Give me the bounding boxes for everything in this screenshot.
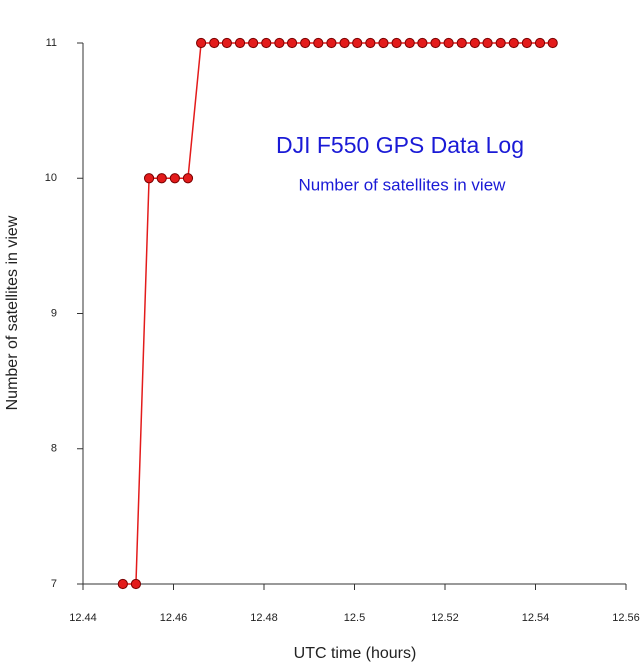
data-point — [417, 37, 428, 49]
x-tick-label: 12.5 — [344, 612, 365, 624]
data-point — [234, 37, 246, 49]
data-point — [508, 37, 519, 49]
x-tick-label: 12.44 — [69, 612, 97, 624]
x-tick-label: 12.54 — [522, 612, 550, 624]
data-point — [521, 37, 533, 49]
data-point — [547, 37, 558, 49]
data-point — [248, 37, 259, 49]
data-point — [143, 173, 155, 184]
y-tick-label: 9 — [51, 307, 57, 319]
data-point — [404, 37, 415, 49]
data-point — [391, 37, 402, 49]
x-tick-label: 12.48 — [250, 612, 278, 624]
data-point — [352, 37, 363, 49]
data-point — [196, 37, 207, 49]
data-point — [365, 37, 376, 49]
data-point — [456, 37, 467, 49]
annotation-subtitle: Number of satellites in view — [299, 175, 507, 194]
y-tick-label: 11 — [46, 37, 57, 49]
data-point — [443, 37, 454, 49]
data-point — [130, 578, 142, 590]
annotation-title: DJI F550 GPS Data Log — [276, 132, 524, 158]
data-point — [156, 173, 167, 184]
data-point — [274, 37, 285, 49]
y-tick-label: 8 — [51, 443, 57, 455]
data-point — [261, 37, 272, 49]
data-point — [221, 37, 232, 49]
data-point — [495, 37, 506, 49]
x-tick-label: 12.56 — [612, 612, 640, 624]
x-axis-label: UTC time (hours) — [294, 645, 417, 662]
data-point — [182, 173, 194, 184]
x-tick-label: 12.46 — [160, 612, 188, 624]
data-point — [117, 578, 128, 590]
data-point — [378, 37, 389, 49]
data-point — [326, 37, 337, 49]
data-point — [469, 37, 480, 49]
data-point — [169, 173, 180, 184]
data-point — [482, 37, 493, 49]
y-tick-label: 10 — [45, 172, 57, 184]
data-point — [339, 37, 350, 49]
y-axis-label: Number of satellites in view — [4, 215, 21, 410]
data-point — [286, 37, 298, 49]
data-point — [430, 37, 441, 49]
data-point — [534, 37, 546, 49]
data-line — [122, 42, 553, 585]
data-point — [313, 37, 324, 49]
y-tick-label: 7 — [51, 578, 57, 590]
data-point — [209, 37, 220, 49]
data-point — [300, 37, 311, 49]
x-tick-label: 12.52 — [431, 612, 459, 624]
